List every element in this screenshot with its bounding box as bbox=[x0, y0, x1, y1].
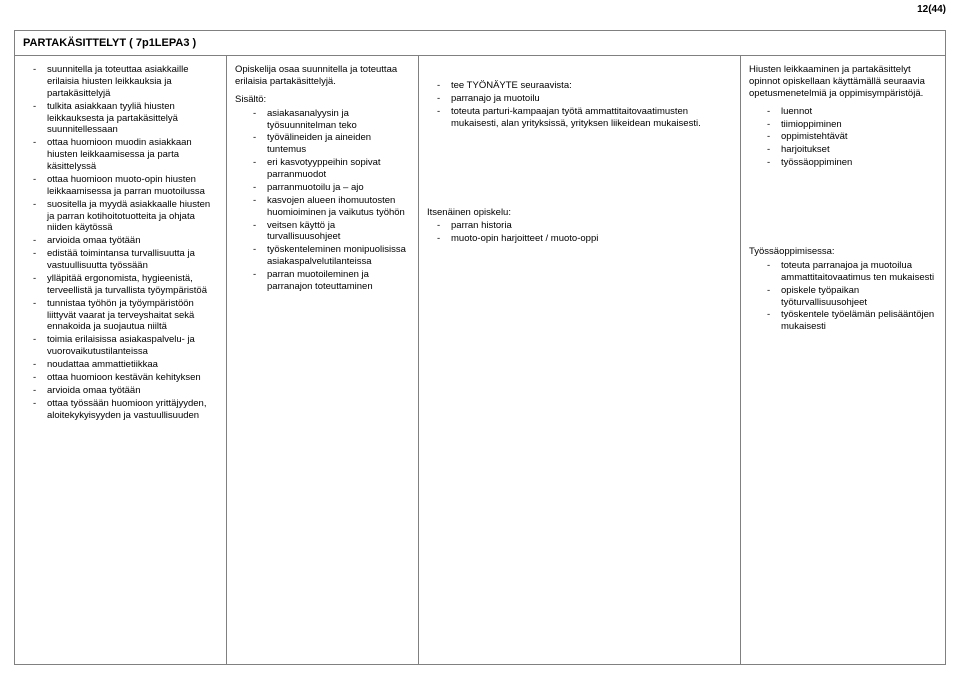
objective-item: ottaa huomioon muodin asiakkaan hiusten … bbox=[37, 137, 218, 173]
assessment-item: toteuta parturi-kampaajan työtä ammattit… bbox=[441, 106, 732, 130]
content-item: työskenteleminen monipuolisissa asiakasp… bbox=[257, 244, 410, 268]
objective-item: ottaa huomioon muoto-opin hiusten leikka… bbox=[37, 174, 218, 198]
workplace-item: opiskele työpaikan työturvallisuusohjeet bbox=[771, 285, 937, 309]
content-item: asiakasanalyysin ja työsuunnitelman teko bbox=[257, 108, 410, 132]
objective-item: arvioida omaa työtään bbox=[37, 235, 218, 247]
method-item: oppimistehtävät bbox=[771, 131, 937, 143]
content-item: parran muotoileminen ja parranajon toteu… bbox=[257, 269, 410, 293]
col-content: Opiskelija osaa suunnitella ja toteuttaa… bbox=[227, 56, 419, 664]
objective-item: suunnitella ja toteuttaa asiakkaille eri… bbox=[37, 64, 218, 100]
objective-item: arvioida omaa työtään bbox=[37, 385, 218, 397]
col2-label: Sisältö: bbox=[235, 94, 410, 106]
method-item: työssäoppiminen bbox=[771, 157, 937, 169]
objective-item: toimia erilaisissa asiakaspalvelu- ja vu… bbox=[37, 334, 218, 358]
col4-label2: Työssäoppimisessa: bbox=[749, 246, 937, 258]
page-number: 12(44) bbox=[917, 4, 946, 15]
objective-item: noudattaa ammattietiikkaa bbox=[37, 359, 218, 371]
objective-item: tunnistaa työhön ja työympäristöön liitt… bbox=[37, 298, 218, 334]
objective-item: ottaa huomioon kestävän kehityksen bbox=[37, 372, 218, 384]
col-methods: Hiusten leikkaaminen ja partakäsittelyt … bbox=[741, 56, 945, 664]
col2-lead: Opiskelija osaa suunnitella ja toteuttaa… bbox=[235, 64, 410, 88]
objective-item: tulkita asiakkaan tyyliä hiusten leikkau… bbox=[37, 101, 218, 137]
objective-item: suositella ja myydä asiakkaalle hiusten … bbox=[37, 199, 218, 235]
selfstudy-item: parran historia bbox=[441, 220, 732, 232]
col3-block2-label: Itsenäinen opiskelu: bbox=[427, 207, 732, 219]
content-item: parranmuotoilu ja – ajo bbox=[257, 182, 410, 194]
content-item: työvälineiden ja aineiden tuntemus bbox=[257, 132, 410, 156]
objective-item: ylläpitää ergonomista, hygieenistä, terv… bbox=[37, 273, 218, 297]
assessment-item: tee TYÖNÄYTE seuraavista: bbox=[441, 80, 732, 92]
col4-lead: Hiusten leikkaaminen ja partakäsittelyt … bbox=[749, 64, 937, 100]
col-assessment: tee TYÖNÄYTE seuraavista:parranajo ja mu… bbox=[419, 56, 741, 664]
assessment-item: parranajo ja muotoilu bbox=[441, 93, 732, 105]
workplace-item: työskentele työelämän pelisääntöjen muka… bbox=[771, 309, 937, 333]
section-title: PARTAKÄSITTELYT ( 7p1LEPA3 ) bbox=[14, 30, 946, 55]
content-item: eri kasvotyyppeihin sopivat parranmuodot bbox=[257, 157, 410, 181]
objective-item: edistää toimintansa turvallisuutta ja va… bbox=[37, 248, 218, 272]
selfstudy-item: muoto-opin harjoitteet / muoto-oppi bbox=[441, 233, 732, 245]
content-grid: suunnitella ja toteuttaa asiakkaille eri… bbox=[14, 55, 946, 665]
method-item: harjoitukset bbox=[771, 144, 937, 156]
col-objectives: suunnitella ja toteuttaa asiakkaille eri… bbox=[15, 56, 227, 664]
content-item: veitsen käyttö ja turvallisuusohjeet bbox=[257, 220, 410, 244]
objective-item: ottaa työssään huomioon yrittäjyyden, al… bbox=[37, 398, 218, 422]
method-item: tiimioppiminen bbox=[771, 119, 937, 131]
content-item: kasvojen alueen ihomuutosten huomioimine… bbox=[257, 195, 410, 219]
method-item: luennot bbox=[771, 106, 937, 118]
workplace-item: toteuta parranajoa ja muotoilua ammattit… bbox=[771, 260, 937, 284]
